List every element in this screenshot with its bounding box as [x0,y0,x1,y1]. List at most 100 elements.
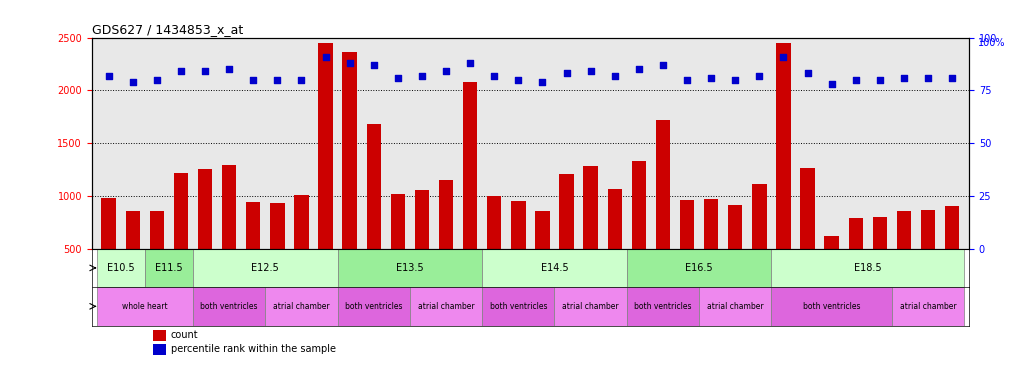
Point [510,77,526,83]
Point [414,72,430,78]
FancyBboxPatch shape [482,249,627,287]
Point [149,77,165,83]
Text: atrial chamber: atrial chamber [418,302,474,311]
Bar [125,211,140,302]
Point [221,66,237,72]
Text: both ventricles: both ventricles [344,302,403,311]
Bar [150,211,164,302]
Bar [438,180,452,302]
Text: count: count [170,330,198,340]
Point [847,77,863,83]
Bar [823,236,838,302]
Text: both ventricles: both ventricles [200,302,258,311]
Text: percentile rank within the sample: percentile rank within the sample [170,345,335,354]
Point [341,60,358,66]
Point [654,62,671,68]
Text: both ventricles: both ventricles [489,302,546,311]
Point [101,72,117,78]
Bar [511,201,525,302]
Text: atrial chamber: atrial chamber [899,302,956,311]
Bar [631,161,645,302]
Point [557,70,574,76]
Text: E13.5: E13.5 [395,263,423,273]
Point [269,77,285,83]
Point [197,68,213,74]
Bar [463,82,477,302]
FancyBboxPatch shape [97,249,145,287]
Bar [390,194,405,302]
FancyBboxPatch shape [97,287,193,326]
Bar [246,202,260,302]
Bar [198,169,212,302]
Bar [944,207,959,302]
FancyBboxPatch shape [554,287,627,326]
FancyBboxPatch shape [337,287,410,326]
Bar [751,184,766,302]
Bar [775,43,790,302]
Bar [535,211,549,302]
FancyBboxPatch shape [698,287,770,326]
Point [462,60,478,66]
FancyBboxPatch shape [193,249,337,287]
FancyBboxPatch shape [482,287,554,326]
Point [486,72,502,78]
FancyBboxPatch shape [627,249,770,287]
FancyBboxPatch shape [891,287,963,326]
Point [822,81,839,87]
Text: atrial chamber: atrial chamber [273,302,329,311]
Bar [583,166,597,302]
Point [774,54,791,60]
Bar [703,199,717,302]
Point [750,72,766,78]
Text: GDS627 / 1434853_x_at: GDS627 / 1434853_x_at [92,23,243,36]
Bar [342,52,357,302]
Text: atrial chamber: atrial chamber [561,302,619,311]
FancyBboxPatch shape [337,249,482,287]
FancyBboxPatch shape [193,287,265,326]
Text: both ventricles: both ventricles [802,302,860,311]
Text: 100%: 100% [977,38,1005,48]
Bar [270,203,284,302]
Point [679,77,695,83]
Bar [558,174,574,302]
Point [895,75,911,81]
Bar [293,195,309,302]
Text: E16.5: E16.5 [685,263,712,273]
Text: both ventricles: both ventricles [634,302,691,311]
Bar [728,206,742,302]
Text: E12.5: E12.5 [252,263,279,273]
Bar [871,217,887,302]
Text: E10.5: E10.5 [107,263,135,273]
Point [606,72,623,78]
Point [389,75,406,81]
Bar [655,120,669,302]
Text: whole heart: whole heart [122,302,167,311]
Bar [896,211,910,302]
Point [245,77,261,83]
Point [365,62,381,68]
Point [871,77,888,83]
FancyBboxPatch shape [627,287,698,326]
FancyBboxPatch shape [265,287,337,326]
Bar [920,210,934,302]
Point [317,54,333,60]
Bar [486,196,501,302]
Bar [607,189,622,302]
Bar [222,165,236,302]
Point [702,75,718,81]
FancyBboxPatch shape [770,249,963,287]
FancyBboxPatch shape [145,249,193,287]
Text: E18.5: E18.5 [853,263,880,273]
Bar [153,330,166,341]
FancyBboxPatch shape [410,287,482,326]
Point [172,68,189,74]
Bar [415,190,429,302]
Bar [679,200,694,302]
Point [534,79,550,85]
Bar [153,344,166,355]
Point [943,75,959,81]
Point [630,66,646,72]
Point [799,70,815,76]
Bar [800,168,814,302]
Point [293,77,310,83]
